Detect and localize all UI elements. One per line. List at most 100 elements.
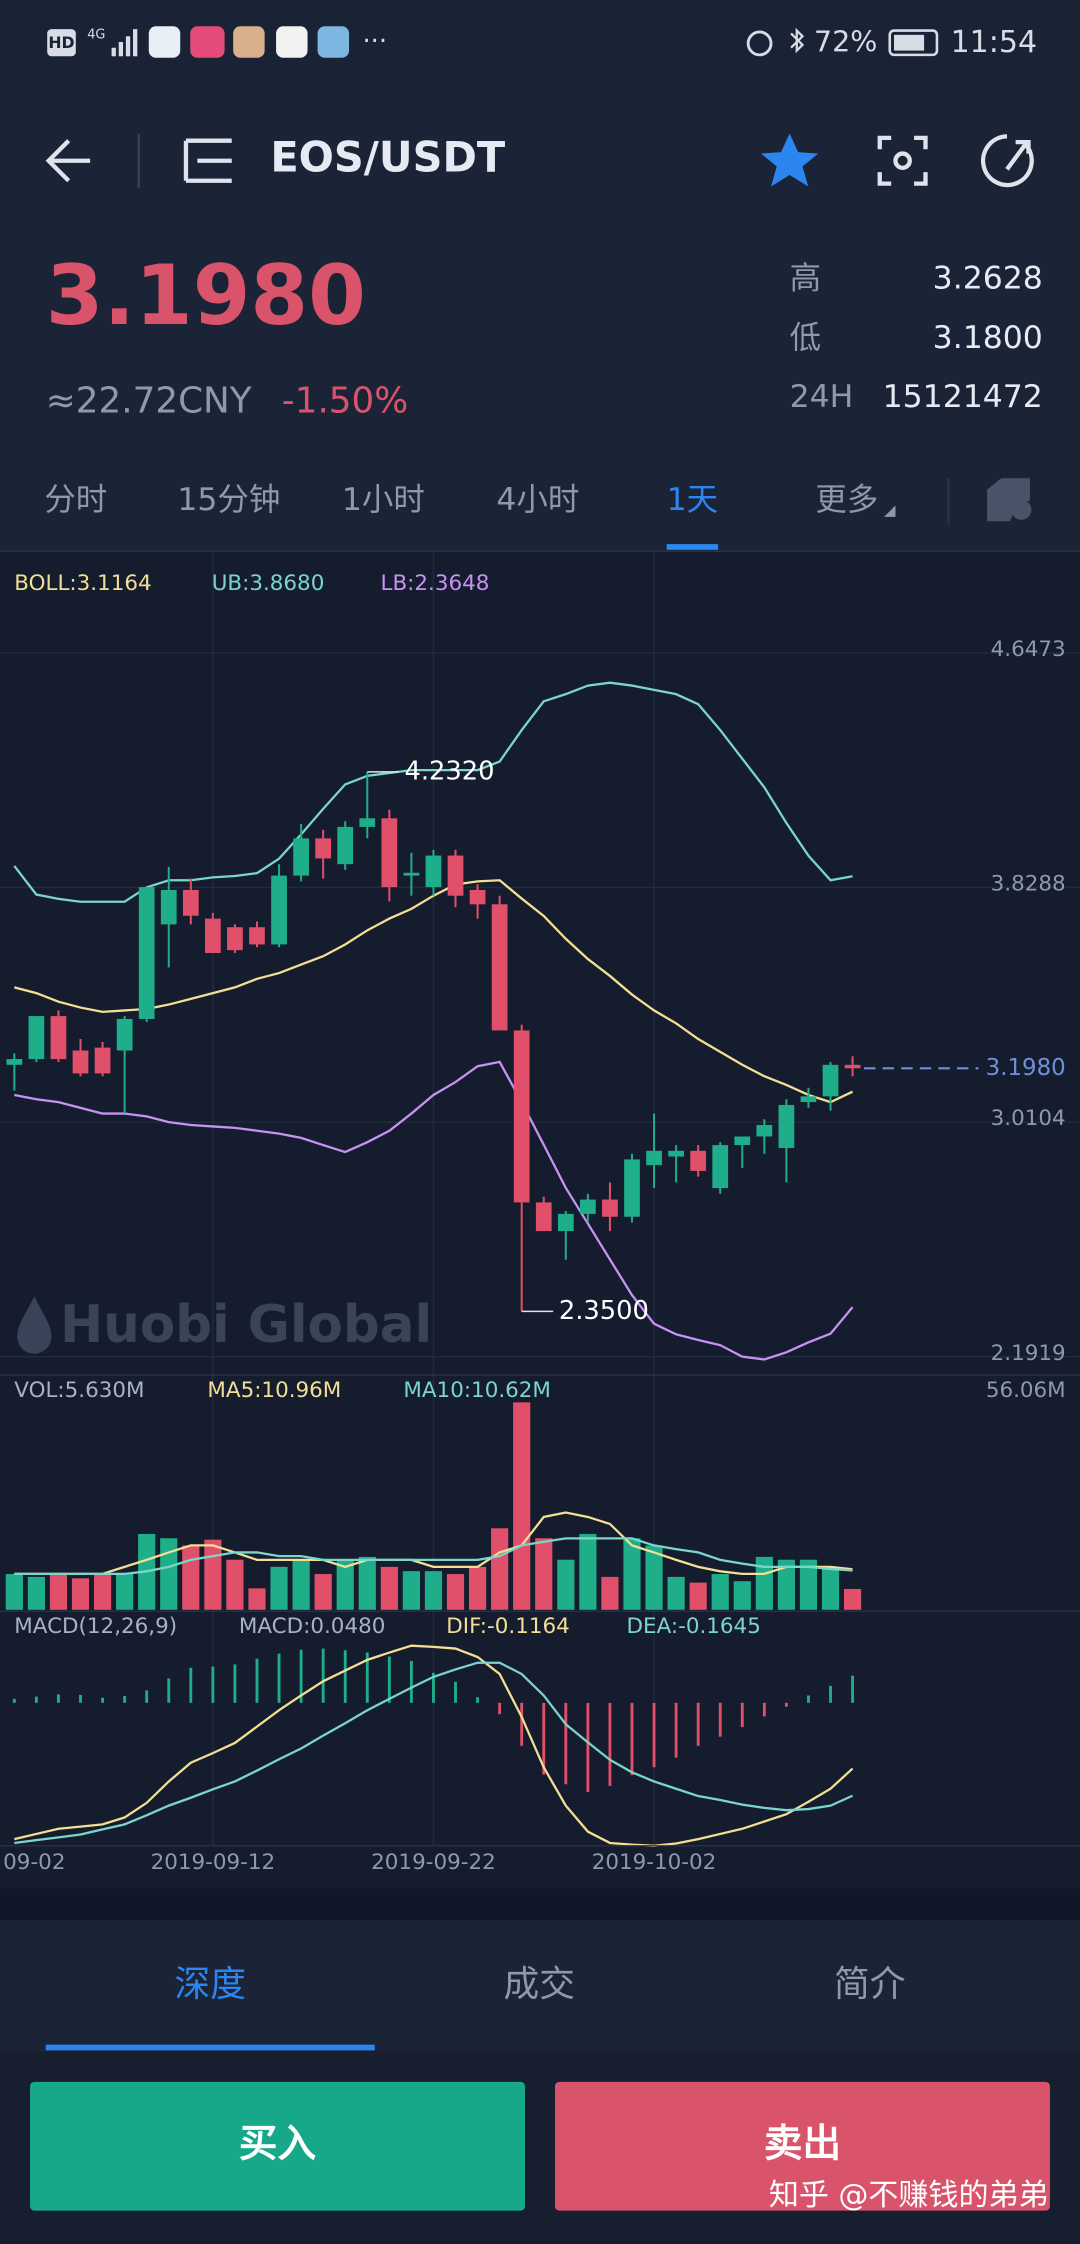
candle-body xyxy=(580,1199,596,1214)
period-tab[interactable]: 更多 xyxy=(815,482,878,518)
candle-body xyxy=(116,1018,133,1051)
candle-body xyxy=(668,1150,684,1157)
candle-body xyxy=(513,1030,530,1203)
x-tick-label: 2019-09-12 xyxy=(151,1850,276,1875)
price-cny: ≈22.72CNY xyxy=(46,380,252,421)
period-tab[interactable]: 15分钟 xyxy=(177,482,280,518)
annotation-label: 2.3500 xyxy=(559,1296,649,1326)
x-tick-label: 2019-10-02 xyxy=(592,1850,717,1875)
legend-entry: DIF:-0.1164 xyxy=(446,1614,569,1639)
sell-button[interactable] xyxy=(555,2081,1050,2211)
active-underline xyxy=(45,2044,375,2051)
battery-label: 72% xyxy=(814,24,878,58)
menu-button[interactable] xyxy=(183,138,232,183)
candle-body xyxy=(138,887,155,1019)
candle-body xyxy=(491,904,508,1031)
volume-bar xyxy=(799,1559,818,1610)
header-area xyxy=(0,86,1080,552)
volume-bar xyxy=(226,1559,244,1610)
favorite-button[interactable] xyxy=(761,133,819,187)
stat-label: 24H xyxy=(790,379,854,415)
candle-body xyxy=(712,1145,729,1189)
period-tab[interactable]: 1小时 xyxy=(342,482,425,518)
volume-bar xyxy=(204,1539,222,1610)
candle-body xyxy=(425,855,442,888)
candle-body xyxy=(359,818,376,827)
stat-value: 3.2628 xyxy=(933,260,1043,296)
volume-bar xyxy=(5,1574,23,1610)
app-icon xyxy=(276,26,308,58)
candle-body xyxy=(535,1202,552,1232)
x-tick-label: 2019-09-22 xyxy=(371,1850,496,1875)
bottom-tabs: 深度 成交 简介 xyxy=(45,1964,906,2051)
candle-body xyxy=(160,889,177,925)
watermark: Huobi Global xyxy=(17,1295,432,1355)
volume-bar xyxy=(468,1566,487,1610)
app-icon xyxy=(190,26,225,58)
x-tick-label: 09-02 xyxy=(3,1850,65,1875)
candle-body xyxy=(800,1096,817,1103)
period-tabs: 分时 15分钟 1小时 4小时 1天 更多 xyxy=(44,482,896,550)
volume-bar xyxy=(402,1571,420,1610)
candle-body xyxy=(227,927,243,951)
candle-body xyxy=(646,1150,662,1166)
period-tab[interactable]: 4小时 xyxy=(496,482,579,518)
candle-body xyxy=(205,918,221,954)
signal-bars xyxy=(111,29,138,57)
candle-body xyxy=(756,1125,773,1137)
back-button[interactable] xyxy=(45,139,91,183)
volume-bar xyxy=(292,1559,310,1610)
volume-bar xyxy=(314,1574,332,1610)
screenshot-button[interactable] xyxy=(877,135,928,186)
volume-bar xyxy=(513,1402,531,1610)
bollinger-line xyxy=(14,1060,854,1361)
macd-line xyxy=(14,1644,854,1847)
candle-body xyxy=(28,1016,45,1060)
bottom-tab[interactable]: 深度 xyxy=(175,1964,247,2005)
candle-body xyxy=(249,927,265,945)
bottom-tab[interactable]: 简介 xyxy=(834,1964,906,2005)
bottom-tab[interactable]: 成交 xyxy=(504,1964,575,2005)
volume-bar xyxy=(667,1576,685,1610)
plot: 09-02 2019-09-12 2019-09-22 2019-10-02 4.647… xyxy=(3,571,1066,1875)
volume-bar xyxy=(182,1545,200,1610)
period-tab[interactable]: 1天 xyxy=(667,482,719,518)
hd-label: HD xyxy=(48,33,74,52)
y-tick-label: 3.8288 xyxy=(991,872,1066,897)
candle-body xyxy=(72,1050,89,1074)
candle-body xyxy=(337,826,354,865)
separator xyxy=(0,1888,1080,1921)
macd-line xyxy=(14,1661,854,1845)
app-icon xyxy=(317,26,350,58)
buy-button[interactable] xyxy=(30,2081,525,2211)
volume-bar xyxy=(821,1566,840,1610)
volume-bar xyxy=(93,1574,112,1610)
bottom-tab-area xyxy=(0,1920,1080,2052)
legend-entry: DEA:-0.1645 xyxy=(627,1614,761,1639)
panel-title: MACD(12,26,9) xyxy=(14,1614,177,1639)
volume-bar xyxy=(623,1538,641,1610)
chart-settings-button[interactable] xyxy=(987,478,1032,522)
sell-label: 卖出 xyxy=(764,2122,841,2167)
candle-body xyxy=(822,1064,839,1097)
legend-entry: UB:3.8680 xyxy=(212,571,325,596)
y-tick-label: 4.6473 xyxy=(991,637,1066,662)
legend-entry: MA5:10.96M xyxy=(207,1378,341,1403)
candle-body xyxy=(734,1136,751,1146)
legend-entry: MA10:10.62M xyxy=(403,1378,551,1403)
active-underline xyxy=(666,544,719,550)
volume-bar xyxy=(380,1566,398,1610)
candle-body xyxy=(778,1104,795,1148)
volume-bar xyxy=(711,1574,729,1610)
stat-value: 15121472 xyxy=(883,379,1043,415)
volume-ma-line xyxy=(14,1511,853,1576)
buy-label: 买入 xyxy=(239,2122,317,2167)
bluetooth-icon xyxy=(790,27,805,54)
period-tab[interactable]: 分时 xyxy=(44,482,107,518)
y-tick-label: 3.0104 xyxy=(991,1106,1066,1131)
candle-body xyxy=(6,1059,23,1065)
legend-entry: BOLL:3.1164 xyxy=(14,571,151,596)
network-label: 4G xyxy=(87,27,105,42)
refresh-button[interactable] xyxy=(980,134,1034,188)
app-icon xyxy=(233,26,265,58)
